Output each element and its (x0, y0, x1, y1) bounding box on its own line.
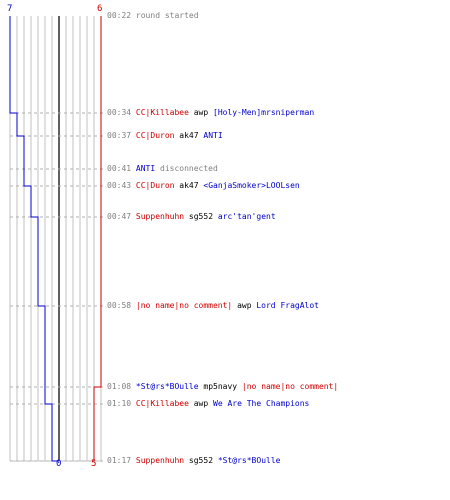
event-victim: Lord FragAlot (256, 301, 319, 310)
event-player: ANTI (135, 164, 156, 173)
event-row: 00:22 round started (107, 11, 199, 21)
event-timestamp: 00:37 (107, 131, 132, 140)
event-message: disconnected (160, 164, 218, 173)
event-victim: ANTI (203, 131, 223, 140)
event-killer: |no name|no comment| (135, 301, 233, 310)
event-row: 01:10 CC|Killabee awp We Are The Champio… (107, 399, 309, 409)
event-killer: CC|Duron (135, 131, 175, 140)
event-victim: <GanjaSmoker>LOOLsen (203, 181, 300, 190)
event-victim: |no name|no comment| (241, 382, 339, 391)
event-row: 00:37 CC|Duron ak47 ANTI (107, 131, 223, 141)
red-start-count: 6 (97, 4, 103, 14)
event-weapon: awp (237, 301, 252, 310)
event-row: 00:47 Suppenhuhn sg552 arc'tan'gent (107, 212, 276, 222)
event-weapon: sg552 (188, 212, 214, 221)
event-killer: CC|Duron (135, 181, 175, 190)
event-victim: *St@rs*BOulle (217, 456, 281, 465)
event-weapon: awp (193, 399, 209, 408)
event-timestamp: 00:22 (107, 11, 132, 20)
event-weapon: sg552 (188, 456, 214, 465)
event-weapon: ak47 (179, 181, 199, 190)
event-killer: CC|Killabee (135, 108, 189, 117)
event-timestamp: 00:58 (107, 301, 132, 310)
event-killer: *St@rs*BOulle (135, 382, 199, 391)
event-killer: Suppenhuhn (135, 456, 185, 465)
event-row: 00:41 ANTI disconnected (107, 164, 218, 174)
event-killer: CC|Killabee (135, 399, 189, 408)
event-weapon: mp5navy (203, 382, 238, 391)
event-timestamp: 01:10 (107, 399, 132, 408)
red-end-count: 5 (91, 459, 97, 469)
event-weapon: awp (193, 108, 209, 117)
event-row: 00:34 CC|Killabee awp [Holy-Men]mrsniper… (107, 108, 314, 118)
red-team-line (93, 16, 102, 461)
event-victim: [Holy-Men]mrsniperman (213, 108, 315, 117)
event-timestamp: 00:43 (107, 181, 132, 190)
event-row: 01:08 *St@rs*BOulle mp5navy |no name|no … (107, 382, 338, 392)
event-timestamp: 01:17 (107, 456, 132, 465)
event-row: 00:58 |no name|no comment| awp Lord Frag… (107, 301, 319, 311)
event-killer: Suppenhuhn (135, 212, 185, 221)
event-row: 01:17 Suppenhuhn sg552 *St@rs*BOulle (107, 456, 280, 466)
event-message: round started (135, 11, 199, 20)
event-timestamp: 00:47 (107, 212, 132, 221)
event-row: 00:43 CC|Duron ak47 <GanjaSmoker>LOOLsen (107, 181, 300, 191)
event-timestamp: 00:41 (107, 164, 132, 173)
event-timestamp: 01:08 (107, 382, 132, 391)
event-victim: arc'tan'gent (217, 212, 276, 221)
blue-start-count: 7 (7, 4, 13, 14)
event-weapon: ak47 (179, 131, 199, 140)
blue-team-line (9, 16, 59, 462)
blue-end-count: 0 (56, 459, 62, 469)
event-victim: We Are The Champions (213, 399, 310, 408)
event-timestamp: 00:34 (107, 108, 132, 117)
